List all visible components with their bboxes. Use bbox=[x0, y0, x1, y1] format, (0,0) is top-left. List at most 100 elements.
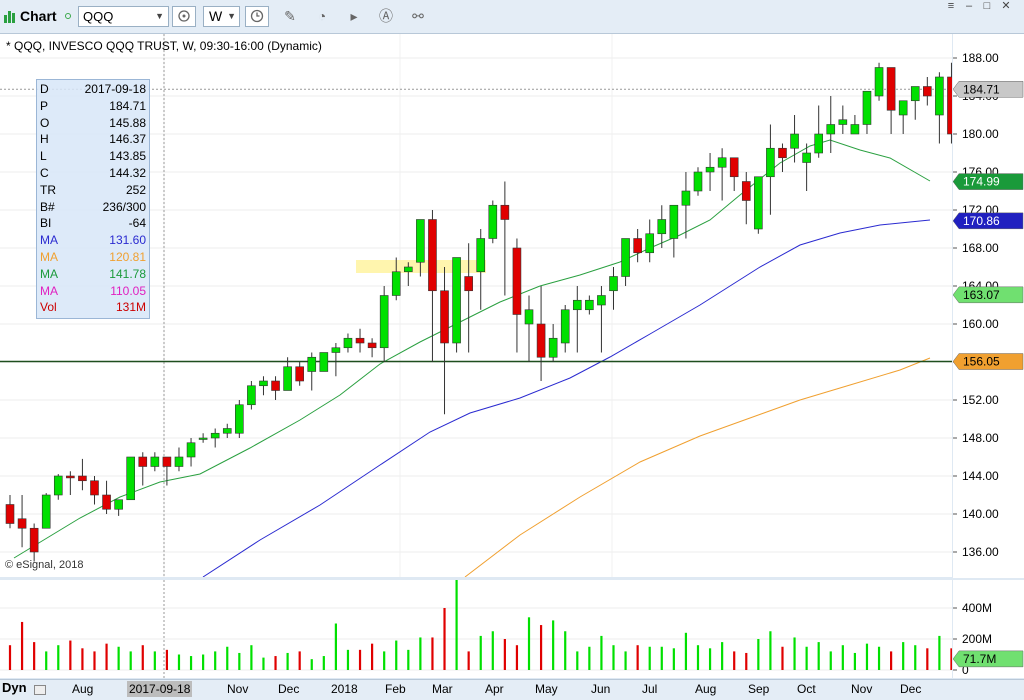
candle-body bbox=[693, 171, 703, 192]
candle bbox=[29, 523, 39, 562]
data-window-value: 145.88 bbox=[109, 115, 146, 130]
price-panel[interactable] bbox=[0, 34, 1024, 578]
price-marker-label: 156.05 bbox=[963, 355, 1000, 369]
data-window-row: C 144.32 bbox=[40, 165, 146, 182]
time-tick-label: Dec bbox=[900, 682, 922, 696]
time-tick-label: Aug bbox=[695, 682, 717, 696]
interval-input[interactable]: W ▼ bbox=[203, 6, 240, 27]
price-marker-tag bbox=[952, 81, 1024, 98]
candle bbox=[174, 447, 184, 472]
candle-body bbox=[271, 380, 280, 391]
minimize-button[interactable]: – bbox=[962, 0, 976, 12]
candle-body bbox=[910, 86, 920, 102]
price-tick-label: 136.00 bbox=[962, 545, 999, 559]
candle-body bbox=[488, 204, 498, 239]
time-tick-label: Aug bbox=[72, 682, 94, 696]
price-tick-label: 148.00 bbox=[962, 431, 999, 445]
candle bbox=[150, 452, 160, 472]
link-icon: ⚯ bbox=[412, 8, 424, 24]
candle bbox=[681, 172, 691, 239]
candle bbox=[500, 181, 510, 296]
candle bbox=[862, 90, 872, 134]
price-marker: 184.71 bbox=[952, 81, 1024, 98]
price-axis-scale: 188.00184.00180.00176.00172.00168.00164.… bbox=[952, 51, 1024, 559]
menu-icon: ≡ bbox=[947, 0, 955, 12]
data-window-row: P 184.71 bbox=[40, 98, 146, 115]
candle-body bbox=[717, 157, 727, 168]
volume-panel[interactable] bbox=[0, 567, 1024, 678]
data-window-value: 144.32 bbox=[109, 166, 146, 180]
data-window-row: D 2017-09-18 bbox=[40, 81, 146, 98]
candle bbox=[645, 219, 655, 263]
candle bbox=[78, 458, 87, 491]
candle-body bbox=[669, 204, 679, 239]
candle-body bbox=[826, 124, 836, 135]
candle-body bbox=[609, 276, 618, 292]
candle bbox=[814, 105, 823, 158]
candle bbox=[379, 286, 389, 362]
play-button[interactable]: ▸ bbox=[342, 6, 366, 27]
dynamic-mode-label[interactable]: Dyn bbox=[2, 680, 27, 695]
candle bbox=[307, 352, 317, 391]
price-axis[interactable]: 188.00184.00180.00176.00172.00168.00164.… bbox=[952, 34, 1024, 578]
pencil-icon: ✎ bbox=[284, 8, 296, 24]
time-tick-label: Sep bbox=[748, 682, 770, 696]
candle bbox=[476, 229, 486, 310]
candle bbox=[404, 262, 413, 286]
candle-body bbox=[404, 266, 413, 273]
interval-dropdown-icon[interactable]: ▼ bbox=[227, 11, 236, 21]
time-tick-label: Nov bbox=[227, 682, 249, 696]
candle-body bbox=[78, 475, 87, 482]
candle-body bbox=[681, 190, 691, 206]
candle bbox=[778, 143, 787, 172]
volume-axis[interactable]: 400M 200M 0 71.7M bbox=[952, 580, 1024, 678]
candle-body bbox=[29, 527, 39, 553]
close-button[interactable]: ✕ bbox=[999, 0, 1013, 12]
data-window[interactable]: D 2017-09-18 P 184.71 O 145.88 H 146.37 L 143.85 C… bbox=[36, 79, 150, 319]
data-window-value: 110.05 bbox=[110, 283, 146, 298]
maximize-button[interactable]: □ bbox=[980, 0, 994, 12]
time-axis[interactable]: Aug Nov Dec 2018 Feb Mar Apr May Jun Jul Aug Sep Oct… bbox=[0, 679, 1024, 700]
link-button[interactable]: ⚯ bbox=[406, 6, 430, 27]
symbol-dropdown-icon[interactable]: ▼ bbox=[155, 11, 164, 21]
candle bbox=[754, 176, 763, 234]
candle bbox=[416, 219, 425, 277]
menu-button[interactable]: ≡ bbox=[944, 0, 958, 12]
symbol-value: QQQ bbox=[83, 9, 114, 24]
ma-green-line bbox=[13, 139, 931, 559]
candle bbox=[126, 456, 135, 501]
time-template-button[interactable] bbox=[245, 6, 269, 27]
candle bbox=[705, 153, 715, 191]
data-window-row: MA 120.81 bbox=[40, 249, 146, 266]
candle-body bbox=[319, 352, 329, 372]
data-window-key: MA bbox=[40, 233, 58, 248]
price-chart[interactable] bbox=[0, 34, 1024, 578]
candle-body bbox=[5, 504, 15, 524]
data-window-key: H bbox=[40, 132, 49, 147]
symbol-input[interactable]: QQQ ▼ bbox=[78, 6, 169, 27]
data-window-value: 236/300 bbox=[102, 199, 146, 214]
candle bbox=[259, 376, 268, 396]
scale-toggle-icon[interactable] bbox=[34, 685, 46, 695]
candle bbox=[210, 428, 220, 448]
data-window-value: -64 bbox=[128, 216, 146, 231]
price-tick-label: 180.00 bbox=[962, 127, 999, 141]
price-marker-label: 174.99 bbox=[963, 175, 1000, 189]
data-window-row: L 143.85 bbox=[40, 148, 146, 165]
candle bbox=[560, 305, 570, 353]
candle-body bbox=[367, 342, 377, 349]
play-icon: ▸ bbox=[350, 8, 358, 24]
alert-button[interactable]: Ⓐ bbox=[374, 6, 398, 27]
draw-tool-button[interactable]: ✎ bbox=[278, 6, 302, 27]
time-tick-label: Dec bbox=[278, 682, 300, 696]
volume-tick-label: 200M bbox=[962, 632, 992, 646]
price-marker-tag bbox=[952, 286, 1024, 304]
candle bbox=[331, 343, 341, 377]
candle bbox=[198, 433, 208, 443]
link-status-icon[interactable] bbox=[65, 13, 71, 19]
symbol-search-button[interactable] bbox=[172, 6, 196, 27]
candle-body bbox=[560, 309, 570, 344]
candle-body bbox=[862, 90, 872, 125]
candle-body bbox=[53, 475, 63, 496]
gauge-tool-button[interactable]: ◔ bbox=[310, 6, 334, 27]
